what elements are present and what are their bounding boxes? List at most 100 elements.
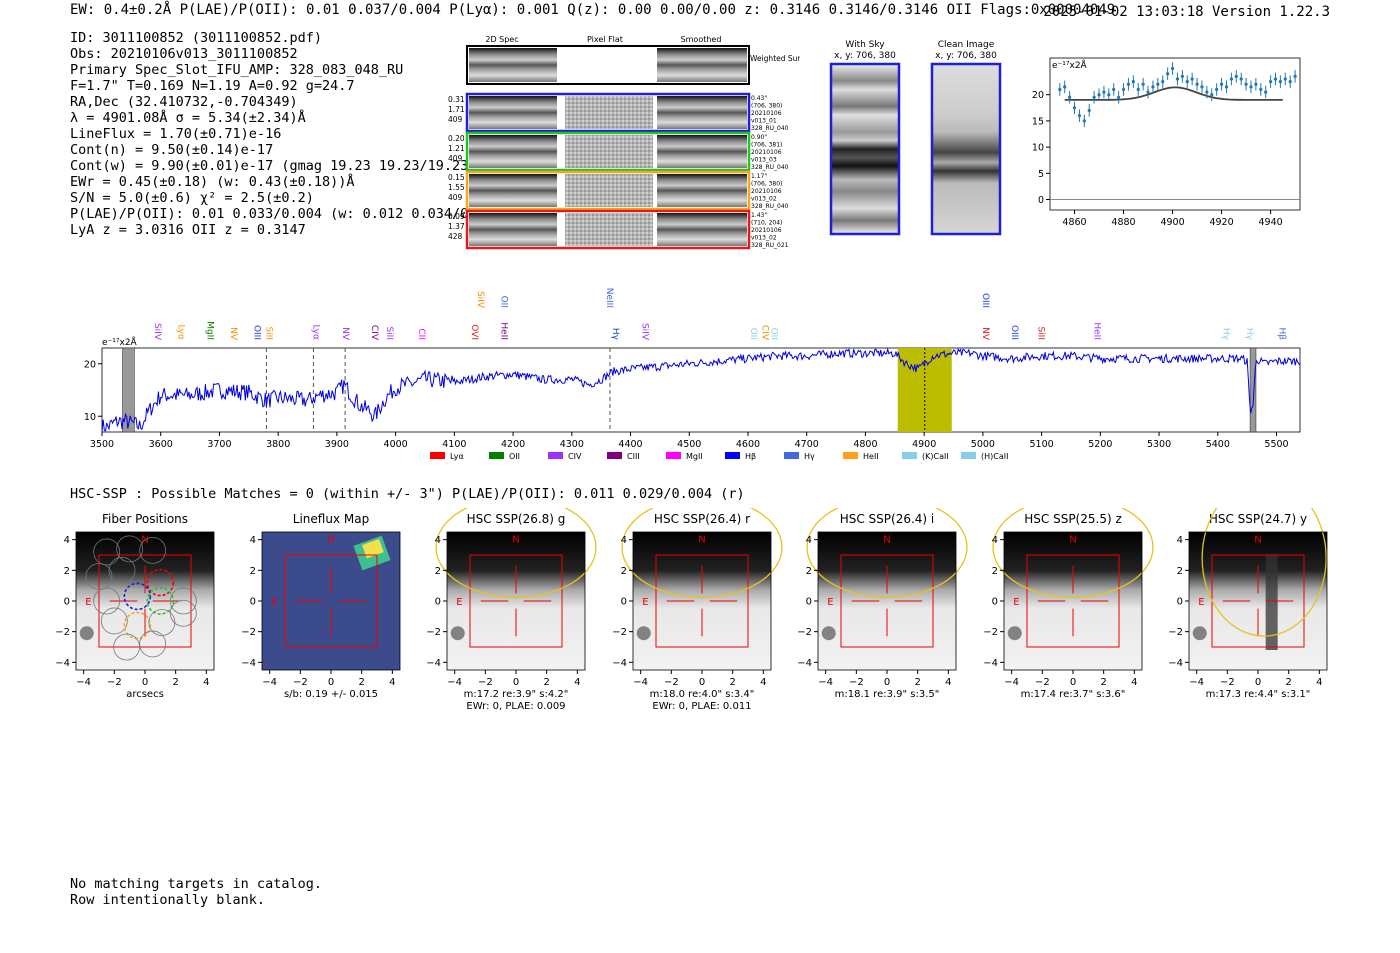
fit-data-point [1288,79,1292,84]
fiber-circle [123,611,152,640]
imaging-caption: EWr: 0, PLAE: 0.011 [652,701,751,712]
info-line: F=1.7" T=0.169 N=1.19 A=0.92 g=24.7 [70,78,355,94]
img-x-tick-label: 0 [513,677,519,688]
fit-data-point [1210,93,1214,97]
footer-note: No matching targets in catalog. Row inte… [70,876,322,908]
imaging-panel-title: HSC SSP(26.8) g [467,512,566,526]
emission-line-label: OII [748,328,758,340]
fit-data-point [1097,93,1101,97]
cutout-right-meta: (706, 380) [751,181,782,188]
cutout-right-meta: 328_RU_040 [751,164,789,171]
legend-label: Lyα [450,452,464,461]
spectrum-x-tick-label: 4100 [442,439,466,450]
fiber-circle [146,568,175,597]
cutout-right-meta: 0.90" [751,134,767,141]
bright-trail [1265,555,1278,650]
legend-swatch [430,452,445,459]
emission-line-label: SiIV [639,323,649,341]
emission-line-label: MgII [205,321,215,340]
fit-data-point [1126,82,1131,86]
fit-data-point [1117,95,1121,99]
with-sky-title: With Sky [845,40,885,50]
fit-data-point [1278,79,1282,84]
emission-line-label: SiIV [152,323,162,341]
fit-data-point [1259,87,1263,92]
neighbor-source [821,626,836,641]
fit-x-tick-label: 4920 [1209,217,1233,228]
east-label: E [85,597,91,608]
spectrum-x-tick-label: 5100 [1030,439,1054,450]
fit-data-point [1195,82,1199,86]
legend-label: (K)CaII [922,452,949,461]
sky-panels: With Sky x, y: 706, 380 Clean Image x, y… [829,40,1002,236]
galaxy-aperture-ellipse [991,508,1154,598]
neighbor-source [1192,626,1207,641]
img-y-tick-label: 0 [991,597,997,608]
spectrum-x-tick-label: 3700 [207,439,231,450]
cutout-right-meta: 20210106 [751,188,782,195]
info-line: S/N = 5.0(±0.6) χ² = 2.5(±0.2) [70,190,314,206]
spectrum-cutouts-panel: 2D Spec Pixel Flat Smoothed Weighted Sum… [448,35,800,250]
emission-line-label: OII [768,328,778,340]
fiber-circle [123,582,152,611]
img-x-tick-label: 4 [203,677,209,688]
legend-label: (H)CaII [981,452,1008,461]
img-x-tick-label: 4 [389,677,395,688]
cutout-right-meta: (706, 381) [751,142,782,149]
img-y-tick-label: −4 [426,658,441,669]
img-y-tick-label: 4 [620,535,626,546]
masked-band [1249,347,1257,433]
north-label: N [883,535,890,546]
spectrum-x-tick-label: 5000 [971,439,995,450]
emission-line-label: SiII [1036,326,1046,340]
aperture-box [840,554,934,648]
fit-data-point [1293,74,1297,78]
spectrum-x-tick-label: 5300 [1147,439,1171,450]
emission-line-label: NV [340,327,350,341]
fit-data-point [1254,82,1258,86]
fiber-circle [148,609,176,636]
fit-data-point [1077,114,1082,118]
spectrum-x-tick-label: 3900 [325,439,349,450]
info-line: Primary Spec_Slot_IFU_AMP: 328_083_048_R… [70,62,404,78]
fit-data-point [1185,79,1189,84]
galaxy-aperture-ellipse [1201,508,1327,637]
legend-label: Hβ [745,452,756,461]
fit-x-tick-label: 4940 [1258,217,1282,228]
fit-plot-frame [1049,57,1301,211]
fit-data-point [1215,87,1219,92]
legend-swatch [784,452,799,459]
spectrum-line [101,347,1301,432]
fit-data-point [1121,87,1126,92]
cutout-right-meta: v013_01 [751,118,777,125]
cutout-left-stat: 0.31 [448,95,465,104]
fit-y-tick-label: 0 [1038,195,1044,206]
east-label: E [1198,597,1204,608]
img-y-tick-label: −2 [612,627,627,638]
img-x-tick-label: 4 [574,677,580,688]
footer-line: No matching targets in catalog. [70,876,322,892]
cutout-pixel-flat [565,174,653,207]
img-y-tick-label: −2 [983,627,998,638]
fiber-circle [116,535,144,563]
fiber-circle [93,587,121,615]
fit-data-point [1273,77,1278,81]
imaging-caption: m:17.2 re:3.9" s:4.2" [464,689,569,700]
fit-data-point [1224,85,1229,89]
cutout-2d-spec [469,135,557,168]
north-label: N [1254,535,1261,546]
legend-label: HeII [863,452,879,461]
header-timestamp-version: 2025-01-02 13:03:18 Version 1.22.3 [1043,4,1330,20]
cutout-image [447,532,585,670]
info-line: P(LAE)/P(OII): 0.01 0.033/0.004 (w: 0.01… [70,206,509,222]
fit-x-tick-label: 4900 [1160,217,1184,228]
legend-label: OII [509,452,520,461]
cutout-left-stat: 1.21 [448,144,465,153]
fit-data-point [1244,82,1248,86]
spectrum-x-tick-label: 4300 [560,439,584,450]
cutout-image [1003,532,1142,670]
img-y-tick-label: −2 [241,627,256,638]
img-x-tick-label: 0 [142,677,148,688]
fit-data-point [1087,108,1091,113]
emission-line-label: CIV [760,325,770,341]
